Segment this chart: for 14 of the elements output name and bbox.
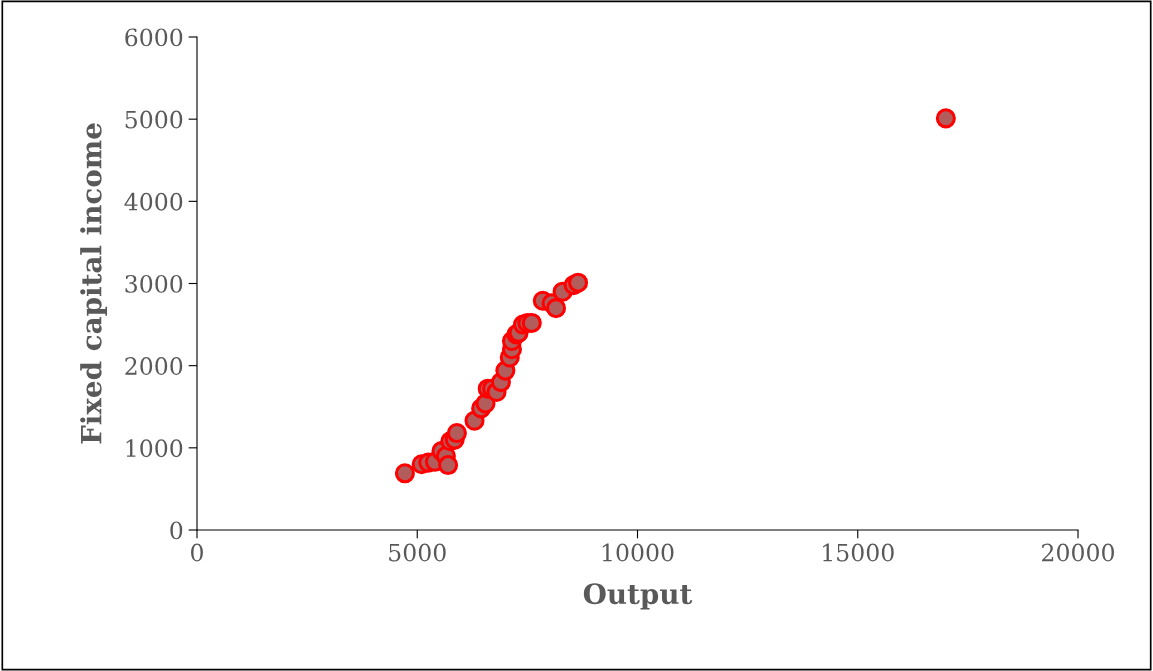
y-tick-label: 0 [170,521,183,540]
y-tick-label: 3000 [125,274,183,293]
x-tick-label: 0 [191,543,203,562]
x-tick-label: 5000 [389,543,446,562]
x-axis-title: Output [583,583,693,610]
y-axis-title: Fixed capital income [80,123,108,444]
y-tick-label: 6000 [125,28,183,47]
x-tick-label: 15000 [823,543,894,562]
y-tick-label: 5000 [125,110,183,129]
y-tick-label: 2000 [125,357,183,375]
y-tick-label: 4000 [124,192,183,211]
x-tick-label: 10000 [602,543,674,562]
y-tick-label: 1000 [126,439,183,458]
x-tick-label: 20000 [1042,543,1114,562]
